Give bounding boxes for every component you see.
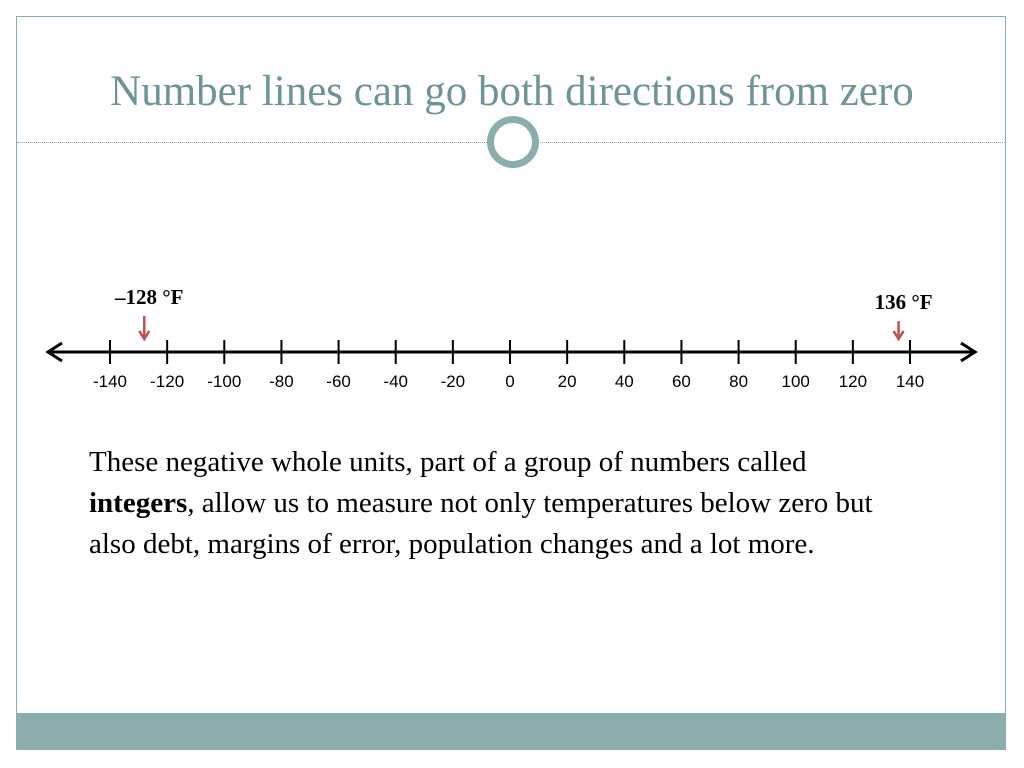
marker-label: 136 °F bbox=[875, 290, 933, 314]
right-arrowhead-icon bbox=[960, 341, 978, 363]
tick-label: -20 bbox=[441, 372, 466, 391]
tick-label: 60 bbox=[672, 372, 691, 391]
tick-label: -120 bbox=[150, 372, 184, 391]
tick-label: 120 bbox=[839, 372, 867, 391]
footer-band bbox=[17, 713, 1005, 749]
marker-label: –128 °F bbox=[114, 285, 183, 309]
tick-label: 20 bbox=[558, 372, 577, 391]
tick-label: 140 bbox=[896, 372, 924, 391]
tick-label: -80 bbox=[269, 372, 294, 391]
down-arrow-icon bbox=[892, 330, 905, 342]
left-arrowhead-icon bbox=[45, 341, 63, 363]
paragraph-text-after: , allow us to measure not only temperatu… bbox=[89, 487, 873, 560]
tick-label: -140 bbox=[93, 372, 127, 391]
down-arrow-icon bbox=[138, 330, 151, 342]
tick-label: -60 bbox=[326, 372, 351, 391]
tick-label: -100 bbox=[207, 372, 241, 391]
tick-label: 0 bbox=[505, 372, 514, 391]
tick-label: 40 bbox=[615, 372, 634, 391]
slide-frame: Number lines can go both directions from… bbox=[16, 16, 1006, 750]
integers-term: integers bbox=[89, 487, 188, 519]
circle-ornament-icon bbox=[487, 116, 539, 168]
marker-group: –128 °F 136 °F bbox=[114, 285, 933, 342]
paragraph-text-before: These negative whole units, part of a gr… bbox=[89, 446, 807, 478]
tick-group: -140 -120 -100 -80 -60 -40 -20 0 20 40 60 80 100 120 1… bbox=[93, 340, 924, 391]
tick-label: 80 bbox=[729, 372, 748, 391]
tick-label: 100 bbox=[782, 372, 810, 391]
circle-ornament-inner bbox=[492, 121, 534, 163]
tick-label: -40 bbox=[383, 372, 408, 391]
body-paragraph: These negative whole units, part of a gr… bbox=[89, 442, 909, 565]
number-line-diagram: -140 -120 -100 -80 -60 -40 -20 0 20 40 60 80 100 120 1… bbox=[45, 285, 978, 391]
slide-title: Number lines can go both directions from… bbox=[110, 68, 914, 115]
